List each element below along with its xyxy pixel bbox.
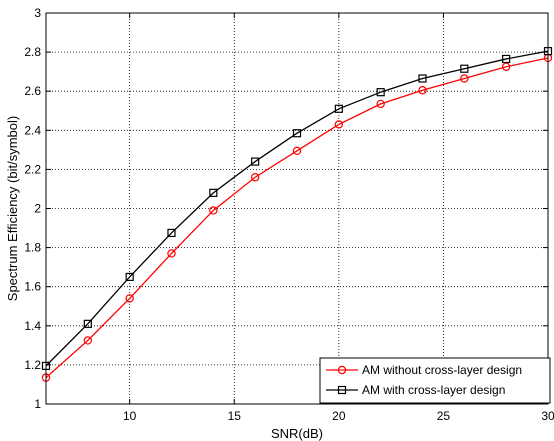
data-point [83, 319, 92, 328]
data-point [418, 74, 427, 83]
data-point [250, 173, 260, 182]
x-tick-label: 15 [228, 409, 242, 423]
y-tick-label: 2.8 [24, 45, 41, 59]
y-tick-label: 1.8 [24, 241, 41, 255]
x-tick-label: 20 [332, 409, 346, 423]
data-point [502, 54, 511, 64]
x-axis-label: SNR(dB) [271, 426, 323, 441]
data-point [125, 272, 134, 282]
data-point [460, 74, 469, 83]
y-tick-label: 1.2 [24, 358, 41, 372]
data-point [125, 294, 134, 303]
data-point [209, 206, 218, 215]
y-tick-label: 2.4 [24, 123, 41, 137]
series-line [45, 50, 549, 367]
data-point [376, 88, 385, 97]
x-tick-label: 25 [437, 409, 451, 423]
y-tick-label: 1 [34, 397, 41, 411]
data-point [83, 336, 93, 345]
y-tick-label: 1.6 [24, 280, 41, 294]
data-point [167, 228, 176, 238]
axis-ticks: 1 1.2 1.4 1.6 1.8 2 2.2 2.4 2.6 2.8 3 10 15 20 25 30 [24, 6, 554, 423]
data-point [167, 249, 176, 258]
data-point [209, 188, 218, 197]
grid-lines [46, 13, 548, 404]
legend-label: AM without cross-layer design [362, 363, 522, 377]
data-point [292, 146, 302, 156]
data-point [501, 62, 511, 71]
series-group [41, 47, 553, 382]
data-point [460, 64, 469, 73]
legend-label: AM with cross-layer design [362, 383, 505, 397]
data-point [292, 129, 302, 138]
data-point [334, 104, 343, 113]
data-point [334, 120, 344, 129]
legend: AM without cross-layer design AM with cro… [319, 357, 551, 404]
y-tick-label: 2 [34, 202, 41, 216]
data-point [418, 86, 427, 95]
y-tick-label: 2.6 [24, 84, 41, 98]
data-point [337, 385, 347, 395]
y-tick-label: 2.2 [24, 162, 41, 176]
series-line [45, 57, 549, 379]
y-axis-label: Spectrum Efficiency (bit/symbol) [5, 116, 20, 301]
data-point [337, 365, 347, 375]
y-tick-label: 3 [34, 6, 41, 20]
y-tick-label: 1.4 [24, 319, 41, 333]
x-tick-label: 30 [541, 409, 554, 423]
x-tick-label: 10 [123, 409, 137, 423]
data-point [251, 157, 260, 166]
data-point [376, 99, 385, 109]
legend-box [319, 357, 551, 404]
